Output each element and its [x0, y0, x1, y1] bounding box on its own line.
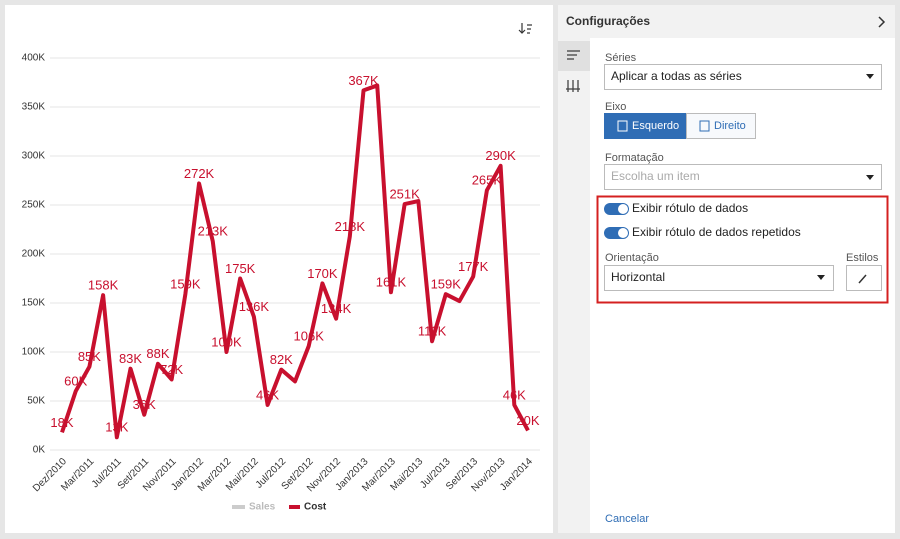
- dropdown-arrow: [866, 74, 874, 79]
- y-tick-label: 350K: [22, 102, 46, 113]
- data-label: 72K: [160, 362, 183, 377]
- data-label: 159K: [431, 277, 462, 292]
- field-label: Eixo: [605, 101, 626, 113]
- data-label: 136K: [239, 299, 270, 314]
- y-tick-label: 200K: [22, 249, 46, 260]
- dropdown-arrow: [817, 275, 825, 280]
- data-label: 20K: [516, 413, 539, 428]
- wand-icon: [858, 274, 867, 284]
- data-label: 46K: [256, 387, 279, 402]
- data-label: 82K: [270, 352, 293, 367]
- data-label: 100K: [211, 334, 242, 349]
- cancel-link[interactable]: Cancelar: [605, 513, 649, 525]
- data-label: 272K: [184, 166, 215, 181]
- field-label: Estilos: [846, 252, 879, 264]
- button-label: Esquerdo: [632, 120, 679, 132]
- button-label: Direito: [714, 120, 746, 132]
- data-label: 161K: [376, 275, 407, 290]
- data-label: 111K: [418, 324, 447, 339]
- data-label: 18K: [50, 415, 73, 430]
- field-label: Séries: [605, 52, 637, 64]
- button-icon: [699, 120, 710, 132]
- data-label: 159K: [170, 277, 201, 292]
- chart-card: [5, 5, 553, 533]
- tab-series[interactable]: [558, 41, 590, 71]
- toggle-label: Exibir rótulo de dados repetidos: [632, 225, 801, 239]
- data-label: 218K: [335, 219, 366, 234]
- data-label: 251K: [389, 186, 420, 201]
- series-select[interactable]: [604, 64, 882, 90]
- y-tick-label: 400K: [22, 53, 46, 64]
- y-tick-label: 250K: [22, 200, 46, 211]
- data-label: 85K: [78, 349, 101, 364]
- data-label: 106K: [294, 329, 325, 344]
- data-label: 36K: [133, 397, 156, 412]
- series-line: [60, 83, 530, 440]
- orientation-select[interactable]: [604, 265, 834, 291]
- data-label: 60K: [64, 374, 87, 389]
- field-label: Orientação: [605, 252, 659, 264]
- panel-header: [558, 5, 895, 38]
- toggle-knob: [618, 204, 628, 214]
- data-label: 13K: [105, 420, 128, 435]
- data-label: 170K: [307, 266, 338, 281]
- dropdown-arrow: [866, 175, 874, 180]
- data-label: 290K: [485, 148, 516, 163]
- y-tick-label: 300K: [22, 151, 46, 162]
- y-tick-label: 100K: [22, 347, 46, 358]
- data-label: 367K: [348, 73, 379, 88]
- data-label: 213K: [198, 224, 229, 239]
- collapse-button[interactable]: [878, 16, 886, 28]
- legend-label: Cost: [304, 502, 327, 513]
- sort-icon[interactable]: [518, 23, 532, 34]
- format-select[interactable]: [604, 164, 882, 190]
- data-label: 83K: [119, 351, 142, 366]
- axis-right-button[interactable]: [686, 113, 756, 139]
- legend-label: Sales: [249, 502, 276, 513]
- field-label: Formatação: [605, 152, 664, 164]
- toggle-label: Exibir rótulo de dados: [632, 201, 748, 215]
- select-value: Horizontal: [611, 270, 665, 284]
- y-tick-label: 50K: [27, 396, 45, 407]
- data-label: 46K: [503, 387, 526, 402]
- y-tick-label: 0K: [33, 445, 46, 456]
- y-tick-label: 150K: [22, 298, 46, 309]
- select-value: Aplicar a todas as séries: [611, 69, 742, 83]
- data-label: 158K: [88, 278, 119, 293]
- tab-icon: [567, 50, 580, 60]
- button-icon: [617, 120, 628, 132]
- data-label: 265K: [472, 173, 503, 188]
- data-label: 175K: [225, 261, 256, 276]
- panel-title: Configurações: [566, 14, 650, 28]
- toggle-knob: [618, 228, 628, 238]
- data-label: 177K: [458, 259, 489, 274]
- side-tabs: [558, 38, 590, 533]
- data-label: 134K: [321, 301, 352, 316]
- tab-adjust[interactable]: [566, 80, 580, 92]
- data-label: 88K: [146, 346, 169, 361]
- placeholder: Escolha um item: [611, 169, 700, 183]
- highlight-box: [596, 195, 889, 304]
